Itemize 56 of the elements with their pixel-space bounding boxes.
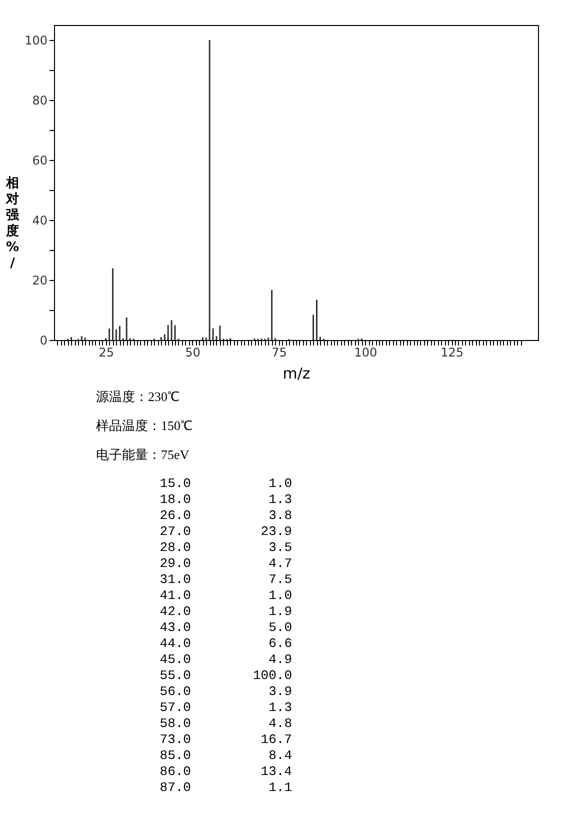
y-axis-title: 相对强度%/ xyxy=(5,176,20,271)
x-tick-label: 25 xyxy=(98,346,114,360)
data-label: 6.6 xyxy=(268,636,292,651)
category-label: 27.0 xyxy=(160,524,191,539)
data-label: 23.9 xyxy=(260,524,292,539)
y-tick-label: 40 xyxy=(32,214,48,228)
category-label: 43.0 xyxy=(160,620,191,635)
category-label: 87.0 xyxy=(160,780,191,795)
category-label: 44.0 xyxy=(160,636,191,651)
y-tick-label: 80 xyxy=(32,94,48,108)
data-label: 1.3 xyxy=(268,700,292,715)
data-label: 5.0 xyxy=(268,620,292,635)
data-label: 4.7 xyxy=(268,556,292,571)
category-label: 15.0 xyxy=(160,476,191,491)
y-tick-label: 20 xyxy=(32,274,48,288)
category-label: 42.0 xyxy=(160,604,191,619)
data-label: 3.9 xyxy=(268,684,292,699)
category-label: 45.0 xyxy=(160,652,191,667)
category-label: 29.0 xyxy=(160,556,191,571)
data-label: 4.9 xyxy=(268,652,292,667)
data-label: 4.8 xyxy=(268,716,292,731)
x-axis-title: m/z xyxy=(282,364,310,382)
x-tick-label: 50 xyxy=(185,346,200,360)
data-label: 1.0 xyxy=(268,476,292,491)
data-label: 16.7 xyxy=(260,732,292,747)
y-tick-label: 100 xyxy=(24,34,48,48)
data-label: 3.8 xyxy=(268,508,292,523)
category-label: 18.0 xyxy=(160,492,191,507)
category-label: 73.0 xyxy=(160,732,191,747)
category-label: 55.0 xyxy=(160,668,191,683)
data-label: 13.4 xyxy=(260,764,292,779)
text: 电子能量：75eV xyxy=(96,447,190,462)
x-tick-label: 75 xyxy=(272,346,287,360)
y-tick-label: 60 xyxy=(32,154,48,168)
category-label: 31.0 xyxy=(160,572,191,587)
category-label: 57.0 xyxy=(160,700,191,715)
text: 样品温度：150℃ xyxy=(96,418,192,433)
data-label: 1.0 xyxy=(268,588,292,603)
category-label: 58.0 xyxy=(160,716,191,731)
text: 源温度：230℃ xyxy=(96,389,180,404)
data-label: 100.0 xyxy=(252,668,292,683)
data-label: 1.3 xyxy=(268,492,292,507)
category-label: 85.0 xyxy=(160,748,191,763)
category-label: 28.0 xyxy=(160,540,191,555)
data-label: 8.4 xyxy=(268,748,292,763)
data-label: 3.5 xyxy=(268,540,292,555)
x-tick-label: 125 xyxy=(440,346,464,360)
data-label: 1.9 xyxy=(268,604,292,619)
data-label: 1.1 xyxy=(268,780,292,795)
y-tick-label: 0 xyxy=(40,334,48,348)
category-label: 26.0 xyxy=(160,508,191,523)
data-label: 7.5 xyxy=(268,572,292,587)
category-label: 56.0 xyxy=(160,684,191,699)
category-label: 41.0 xyxy=(160,588,191,603)
x-tick-label: 100 xyxy=(354,346,378,360)
category-label: 86.0 xyxy=(160,764,191,779)
